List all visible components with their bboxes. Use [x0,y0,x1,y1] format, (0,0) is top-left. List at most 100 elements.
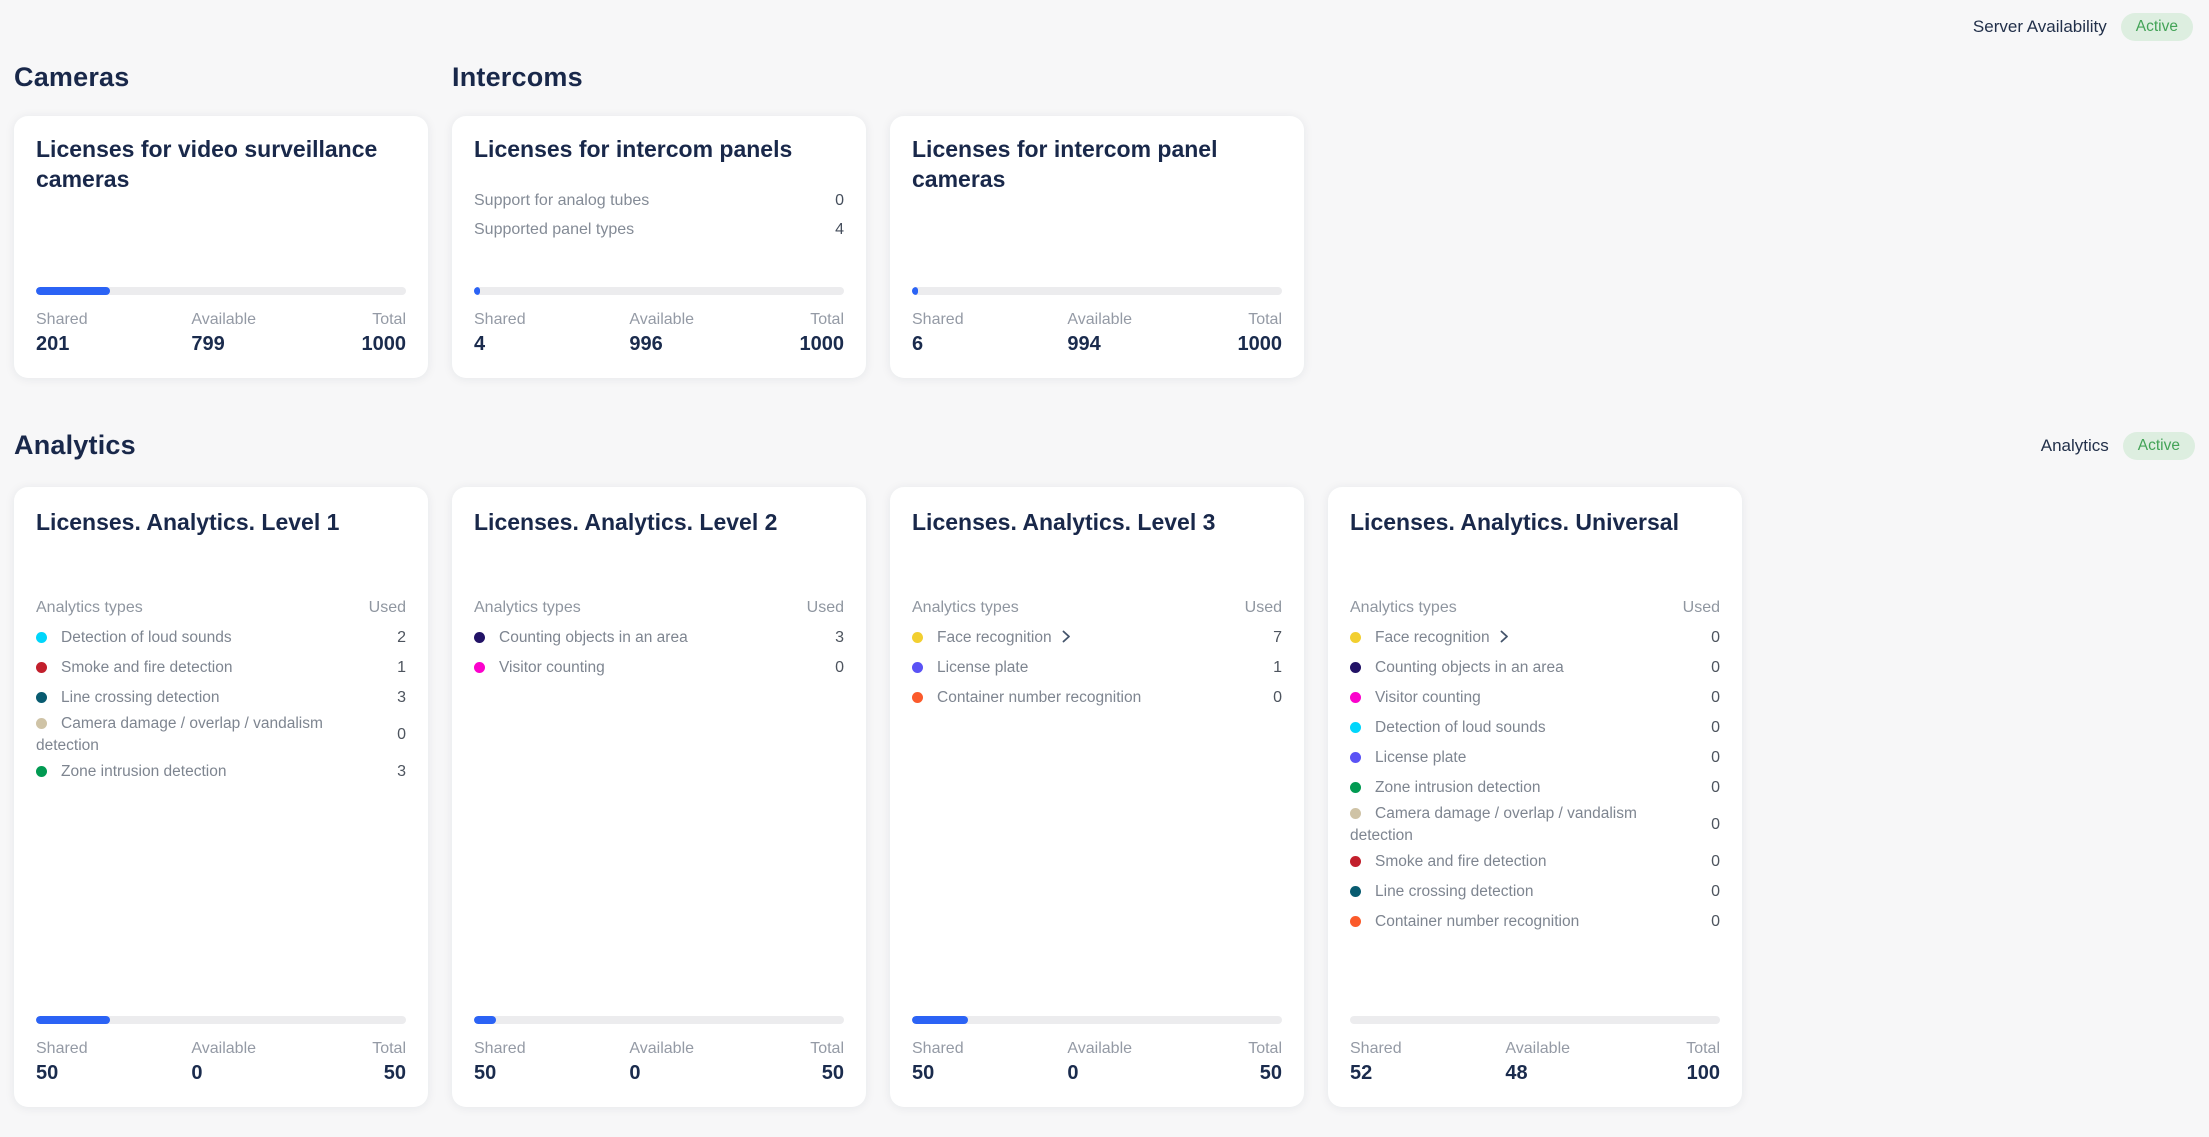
analytics-type-row: Counting objects in an area 3 [474,623,844,653]
detail-rows: Support for analog tubes 0 Supported pan… [474,186,844,244]
analytics-type-label: Container number recognition [1375,913,1580,930]
shared-value: 4 [474,333,486,355]
detail-value: 4 [835,220,844,238]
card-title: Licenses. Analytics. Level 2 [474,509,778,535]
shared-value: 52 [1350,1062,1373,1084]
analytics-types-column-label: Analytics types [1350,599,1457,616]
shared-label: Shared [912,1040,964,1057]
analytics-type-label: Line crossing detection [61,689,220,706]
chevron-right-icon[interactable] [1500,630,1509,643]
analytics-type-label: Detection of loud sounds [61,629,232,646]
used-column-label: Used [368,599,406,616]
analytics-type-label: Smoke and fire detection [1375,853,1547,870]
license-usage-bar [36,1016,406,1024]
license-footer: Shared 50 Available 0 Total 50 [36,1040,406,1089]
used-count: 0 [1273,689,1282,706]
total-label: Total [1686,1040,1720,1057]
analytics-type-label: Visitor counting [499,659,605,676]
shared-label: Shared [1350,1040,1402,1057]
analytics-type-row: License plate 1 [912,653,1282,683]
license-usage-fill [36,287,110,295]
type-color-dot [36,632,47,643]
type-color-dot [36,692,47,703]
analytics-types-column-label: Analytics types [912,599,1019,616]
card-intercom-panel-licenses: Licenses for intercom panels Support for… [452,116,866,378]
analytics-table-head: Analytics types Used [1350,593,1720,623]
analytics-type-row[interactable]: Face recognition 0 [1350,623,1720,653]
analytics-type-row: Zone intrusion detection 0 [1350,773,1720,803]
total-label: Total [1248,311,1282,328]
used-count: 0 [397,726,406,743]
used-count: 0 [1711,779,1720,796]
shared-value: 50 [474,1062,497,1084]
available-label: Available [629,311,695,328]
license-usage-bar [912,1016,1282,1024]
type-color-dot [36,662,47,673]
total-label: Total [372,311,406,328]
used-count: 0 [1711,749,1720,766]
type-color-dot [1350,808,1361,819]
type-color-dot [474,662,485,673]
shared-value: 50 [912,1062,935,1084]
available-label: Available [629,1040,695,1057]
license-usage-bar [1350,1016,1720,1024]
type-color-dot [1350,662,1361,673]
license-usage-fill [474,287,480,295]
type-color-dot [1350,692,1361,703]
type-color-dot [1350,782,1361,793]
license-usage-bar [36,287,406,295]
license-detail-row: Supported panel types 4 [474,215,844,244]
shared-label: Shared [474,311,526,328]
card-analytics-level-1: Licenses. Analytics. Level 1 Analytics t… [14,487,428,1107]
type-color-dot [474,632,485,643]
analytics-status-badge: Active [2122,431,2195,460]
used-count: 0 [1711,719,1720,736]
detail-label: Supported panel types [474,220,635,238]
chevron-right-icon[interactable] [1062,630,1071,643]
analytics-type-label: Smoke and fire detection [61,659,233,676]
analytics-type-label: Camera damage / overlap / vandalism dete… [1350,805,1637,844]
license-footer: Shared 50 Available 0 Total 50 [474,1040,844,1089]
type-color-dot [1350,632,1361,643]
analytics-cards-row: Licenses. Analytics. Level 1 Analytics t… [14,487,2195,1107]
card-title: Licenses. Analytics. Level 3 [912,509,1216,535]
type-color-dot [1350,722,1361,733]
card-title: Licenses. Analytics. Level 1 [36,509,340,535]
analytics-type-rows: Face recognition 7 License plate 1 Conta… [912,623,1282,713]
analytics-types-column-label: Analytics types [474,599,581,616]
available-value: 799 [191,333,225,355]
available-label: Available [1505,1040,1571,1057]
type-color-dot [1350,916,1361,927]
used-count: 3 [397,763,406,780]
license-usage-fill [36,1016,110,1024]
analytics-type-label: License plate [1375,749,1467,766]
analytics-type-row: Detection of loud sounds 0 [1350,713,1720,743]
available-value: 996 [629,333,663,355]
analytics-type-row: Smoke and fire detection 0 [1350,847,1720,877]
available-label: Available [191,1040,257,1057]
analytics-type-rows: Counting objects in an area 3 Visitor co… [474,623,844,683]
shared-label: Shared [474,1040,526,1057]
analytics-type-label: Face recognition [937,629,1052,646]
type-color-dot [912,692,923,703]
used-count: 0 [1711,629,1720,646]
detail-value: 0 [835,191,844,209]
used-count: 0 [1711,913,1720,930]
analytics-type-label: Face recognition [1375,629,1490,646]
card-intercom-panel-camera-licenses: Licenses for intercom panel cameras Shar… [890,116,1304,378]
analytics-section-heading: Analytics [14,430,136,460]
analytics-type-row[interactable]: Face recognition 7 [912,623,1282,653]
used-count: 3 [397,689,406,706]
license-usage-bar [912,287,1282,295]
available-value: 0 [191,1062,203,1084]
license-usage-fill [912,1016,968,1024]
shared-value: 201 [36,333,70,355]
total-value: 50 [821,1062,844,1084]
analytics-type-row: Visitor counting 0 [474,653,844,683]
card-analytics-level-3: Licenses. Analytics. Level 3 Analytics t… [890,487,1304,1107]
license-usage-bar [474,1016,844,1024]
total-value: 1000 [1237,333,1283,355]
available-value: 0 [629,1062,641,1084]
card-title: Licenses. Analytics. Universal [1350,509,1679,535]
analytics-section-header: Analytics Analytics Active [14,430,2195,461]
